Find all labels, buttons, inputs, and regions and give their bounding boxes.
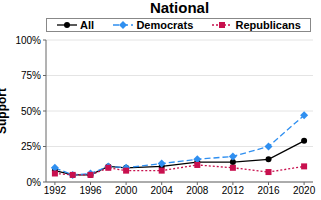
svg-text:1992: 1992 [44, 185, 67, 196]
svg-text:2016: 2016 [257, 185, 280, 196]
html-text:National: National [149, 0, 210, 16]
svg-text:75%: 75% [21, 70, 41, 81]
html-text:Republicans: Republicans [235, 19, 301, 31]
svg-text:2020: 2020 [293, 185, 313, 196]
svg-text:2008: 2008 [186, 185, 209, 196]
svg-text:1996: 1996 [79, 185, 102, 196]
html-text:All: All [80, 19, 95, 31]
html-text:Democrats: Democrats [136, 19, 194, 31]
svg-text:50%: 50% [21, 106, 41, 117]
svg-text:Support: Support [8, 88, 9, 134]
svg-text:25%: 25% [21, 141, 41, 152]
svg-text:2004: 2004 [151, 185, 174, 196]
svg-text:100%: 100% [15, 35, 41, 46]
svg-text:2012: 2012 [222, 185, 245, 196]
svg-text:2000: 2000 [115, 185, 138, 196]
svg-text:0%: 0% [27, 177, 42, 188]
